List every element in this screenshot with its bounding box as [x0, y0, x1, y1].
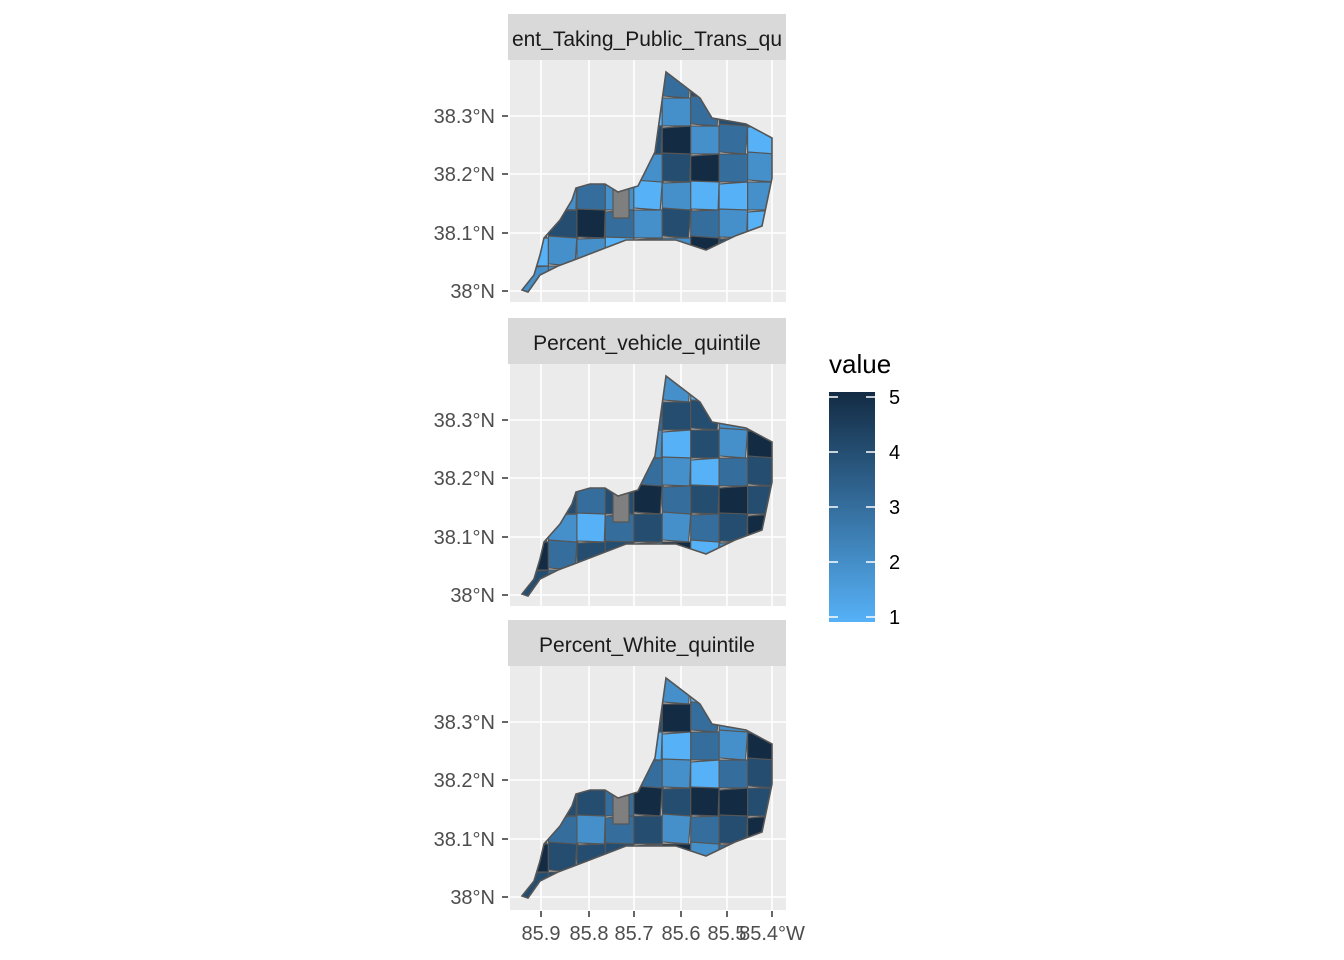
- y-tick-label: 38.2°N: [434, 164, 495, 186]
- y-tick-label: 38.3°N: [434, 712, 495, 734]
- tract-region: [661, 703, 692, 733]
- tract-region: [718, 181, 751, 213]
- tract-region: [718, 153, 749, 183]
- y-tick-label: 38°N: [450, 585, 495, 607]
- tract-region: [661, 787, 693, 818]
- facet-panel-vehicle: Percent_vehicle_quintile: [508, 318, 786, 606]
- county-boundary: [520, 70, 773, 293]
- tract-region: [633, 815, 663, 845]
- facet-panel-public-trans: ent_Taking_Public_Trans_qu: [508, 14, 786, 302]
- tract-region: [661, 152, 692, 183]
- legend: value 5 4 3 2 1: [829, 349, 900, 629]
- tract-region: [746, 455, 772, 487]
- tract-region: [718, 759, 749, 789]
- y-tick-label: 38°N: [450, 281, 495, 303]
- facet-strip-label: ent_Taking_Public_Trans_qu: [512, 28, 782, 51]
- county-boundary: [520, 374, 773, 597]
- x-tick-label: 85.4°W: [739, 923, 805, 945]
- tract-region: [661, 485, 693, 516]
- tract-region: [576, 208, 606, 239]
- tract-region: [661, 758, 692, 789]
- facet-strip: [508, 620, 786, 666]
- tract-region: [661, 813, 692, 845]
- x-tick-label: 85.5: [708, 923, 747, 945]
- legend-label: 1: [889, 607, 900, 629]
- y-tick-label: 38.3°N: [434, 410, 495, 432]
- facet-strip: [508, 318, 786, 364]
- legend-label: 2: [889, 552, 900, 574]
- facet-strip-label: Percent_White_quintile: [539, 634, 755, 657]
- tract-region: [718, 427, 749, 459]
- tract-region: [690, 759, 722, 791]
- legend-title: value: [829, 349, 891, 379]
- tract-region: [690, 731, 720, 761]
- tract-region: [661, 97, 692, 127]
- tract-region: [661, 456, 692, 487]
- y-tick-label: 38°N: [450, 887, 495, 909]
- x-tick-label: 85.9: [522, 923, 561, 945]
- tract-region: [690, 180, 720, 211]
- facet-panel-white: Percent_White_quintile: [508, 620, 786, 910]
- legend-label: 4: [889, 442, 900, 464]
- x-tick-label: 85.6: [662, 923, 701, 945]
- tract-region: [718, 457, 749, 487]
- tract-region: [690, 125, 720, 155]
- tract-region: [690, 484, 720, 515]
- y-tick-label: 38.1°N: [434, 223, 495, 245]
- tract-region: [633, 209, 663, 239]
- county-boundary: [520, 676, 773, 899]
- y-tick-label: 38.3°N: [434, 106, 495, 128]
- tract-region: [690, 429, 720, 459]
- tract-region: [690, 786, 720, 817]
- tract-region: [661, 401, 692, 431]
- tract-region: [746, 151, 772, 183]
- legend-label: 5: [889, 387, 900, 409]
- y-tick-label: 38.1°N: [434, 829, 495, 851]
- x-axis: 85.9 85.8 85.7 85.6 85.585.4°W: [522, 911, 805, 945]
- y-tick-label: 38.2°N: [434, 468, 495, 490]
- x-tick-label: 85.8: [570, 923, 609, 945]
- y-axis: 38.3°N 38.2°N 38.1°N 38°N 38.3°N 38.2°N 38.1°N…: [434, 106, 508, 909]
- facet-strip: [508, 14, 786, 60]
- tract-region: [690, 815, 721, 846]
- tract-region: [633, 513, 663, 543]
- tract-region: [718, 485, 751, 517]
- legend-label: 3: [889, 497, 900, 519]
- tract-region: [576, 814, 606, 845]
- tract-region: [690, 153, 722, 185]
- tract-region: [690, 209, 721, 240]
- tract-region: [718, 787, 751, 819]
- tract-region: [576, 512, 606, 543]
- tract-region: [661, 125, 694, 157]
- tract-region: [661, 511, 692, 543]
- tract-region: [690, 513, 721, 544]
- tract-region: [746, 757, 772, 789]
- y-tick-label: 38.1°N: [434, 527, 495, 549]
- legend-ticks: 5 4 3 2 1: [829, 387, 900, 629]
- tract-region: [661, 731, 694, 763]
- tract-region: [661, 181, 693, 212]
- tract-region: [661, 207, 692, 239]
- facet-strip-label: Percent_vehicle_quintile: [533, 332, 761, 355]
- tract-region: [718, 729, 749, 761]
- tract-region: [690, 457, 722, 489]
- tract-region: [718, 123, 749, 155]
- tract-region: [661, 429, 694, 461]
- y-tick-label: 38.2°N: [434, 770, 495, 792]
- x-tick-label: 85.7: [615, 923, 654, 945]
